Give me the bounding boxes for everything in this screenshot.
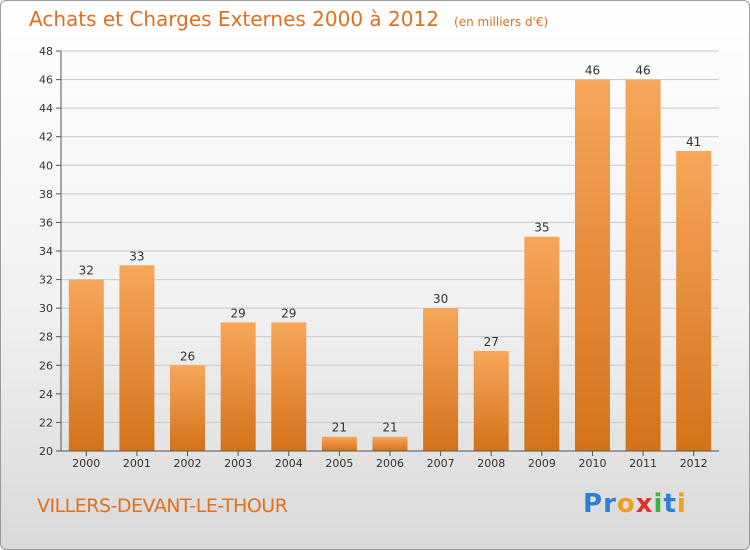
chart-title: Achats et Charges Externes 2000 à 2012 bbox=[29, 7, 439, 31]
data-label: 21 bbox=[382, 421, 397, 435]
bar-2007 bbox=[423, 308, 459, 451]
bar-2004 bbox=[271, 322, 307, 451]
x-tick-label: 2009 bbox=[528, 457, 556, 470]
logo-letter: t bbox=[663, 489, 677, 519]
bar-2010 bbox=[574, 79, 610, 452]
bar-2009 bbox=[524, 236, 560, 451]
x-tick-label: 2010 bbox=[578, 457, 606, 470]
data-label: 29 bbox=[231, 306, 246, 320]
data-label: 27 bbox=[484, 335, 499, 349]
data-label: 46 bbox=[585, 64, 600, 78]
y-tick-label: 36 bbox=[39, 216, 53, 229]
bar-2011 bbox=[625, 79, 661, 452]
data-label: 35 bbox=[534, 221, 549, 235]
data-label: 29 bbox=[281, 306, 296, 320]
logo-letter: i bbox=[653, 489, 664, 519]
y-tick-labels: 20 22 24 26 28 30 32 34 36 38 40 42 44 46 48 bbox=[39, 45, 53, 458]
data-label: 33 bbox=[129, 249, 144, 263]
logo-letter: o bbox=[616, 489, 636, 519]
data-label: 41 bbox=[686, 135, 701, 149]
y-tick-label: 32 bbox=[39, 274, 53, 287]
chart-subtitle: (en milliers d'€) bbox=[454, 15, 549, 29]
y-tick-label: 34 bbox=[39, 245, 53, 258]
x-tick-label: 2005 bbox=[325, 457, 353, 470]
bar-2008 bbox=[473, 351, 509, 451]
data-labels: 32 33 26 29 29 21 21 30 27 35 46 46 41 bbox=[79, 64, 702, 435]
bar-2002 bbox=[170, 365, 206, 451]
logo-letter: x bbox=[635, 489, 654, 519]
bar-2003 bbox=[220, 322, 256, 451]
bar-2001 bbox=[119, 265, 155, 451]
bar-2005 bbox=[321, 436, 357, 451]
y-tick-label: 24 bbox=[39, 388, 53, 401]
y-tick-label: 44 bbox=[39, 102, 53, 115]
title-row: Achats et Charges Externes 2000 à 2012 (… bbox=[29, 7, 548, 31]
proxiti-logo: Proxiti bbox=[583, 489, 687, 519]
grid-lines bbox=[56, 50, 719, 452]
data-label: 32 bbox=[79, 264, 94, 278]
x-tick-labels: 2000 2001 2002 2003 2004 2005 2006 2007 2008 2009… bbox=[72, 451, 708, 470]
y-tick-label: 48 bbox=[39, 45, 53, 58]
logo-letter: P bbox=[583, 489, 604, 519]
logo-letter: r bbox=[603, 489, 617, 519]
x-tick-label: 2003 bbox=[224, 457, 252, 470]
bar-2012 bbox=[676, 151, 712, 451]
y-tick-label: 42 bbox=[39, 131, 53, 144]
data-label: 30 bbox=[433, 292, 448, 306]
bar-2000 bbox=[68, 279, 104, 451]
x-tick-label: 2004 bbox=[275, 457, 303, 470]
x-tick-label: 2008 bbox=[477, 457, 505, 470]
y-tick-label: 46 bbox=[39, 74, 53, 87]
bars bbox=[68, 79, 712, 452]
x-tick-label: 2007 bbox=[427, 457, 455, 470]
x-tick-label: 2001 bbox=[123, 457, 151, 470]
data-label: 21 bbox=[332, 421, 347, 435]
y-tick-label: 40 bbox=[39, 159, 53, 172]
y-tick-label: 26 bbox=[39, 359, 53, 372]
bar-2006 bbox=[372, 436, 408, 451]
x-tick-label: 2000 bbox=[72, 457, 100, 470]
x-tick-label: 2011 bbox=[629, 457, 657, 470]
y-tick-label: 38 bbox=[39, 188, 53, 201]
x-tick-label: 2002 bbox=[174, 457, 202, 470]
data-label: 26 bbox=[180, 349, 195, 363]
data-label: 46 bbox=[635, 64, 650, 78]
y-tick-label: 28 bbox=[39, 331, 53, 344]
x-tick-label: 2012 bbox=[680, 457, 708, 470]
x-tick-label: 2006 bbox=[376, 457, 404, 470]
logo-letter: i bbox=[676, 489, 687, 519]
y-tick-label: 20 bbox=[39, 445, 53, 458]
y-tick-label: 22 bbox=[39, 416, 53, 429]
commune-name: VILLERS-DEVANT-LE-THOUR bbox=[37, 495, 288, 517]
y-tick-label: 30 bbox=[39, 302, 53, 315]
